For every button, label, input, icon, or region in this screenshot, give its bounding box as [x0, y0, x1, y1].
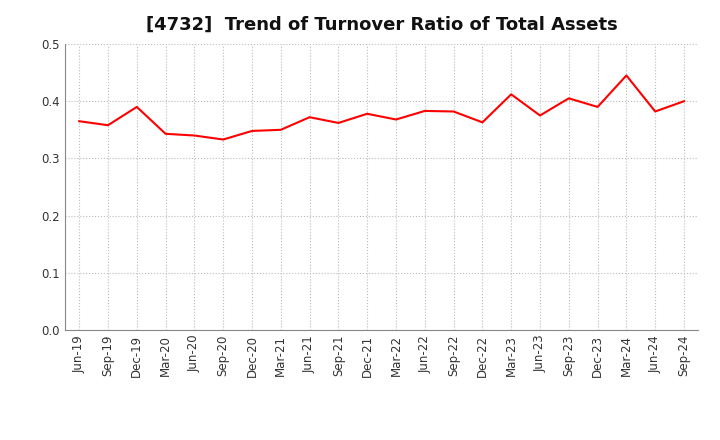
- Title: [4732]  Trend of Turnover Ratio of Total Assets: [4732] Trend of Turnover Ratio of Total …: [145, 16, 618, 34]
